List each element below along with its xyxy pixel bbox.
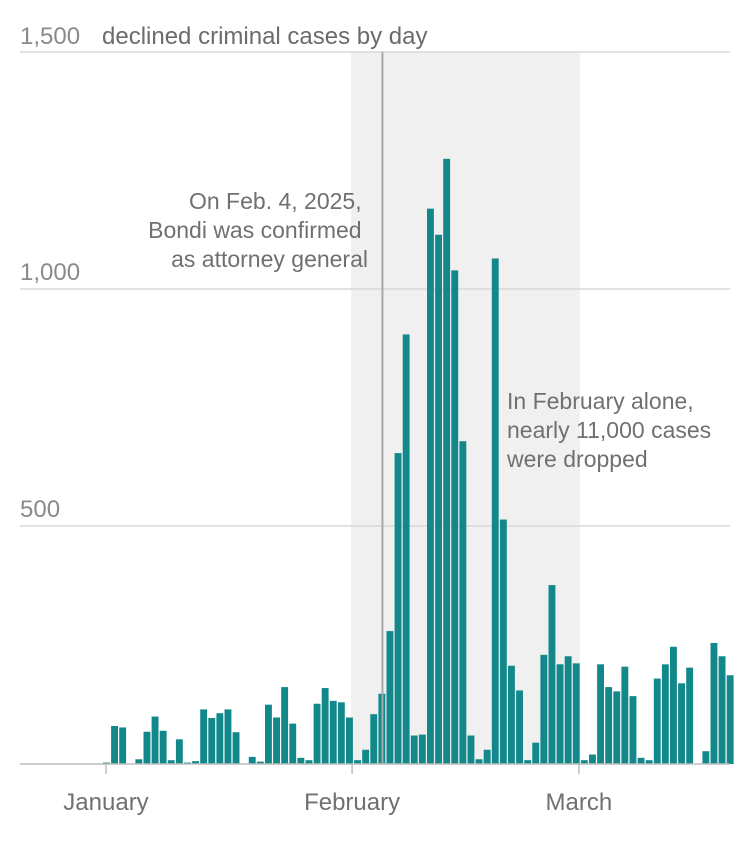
bar-day-56 xyxy=(548,585,556,764)
bar-day-12 xyxy=(192,761,199,764)
bar-day-6 xyxy=(143,731,151,764)
x-tick-label-march: March xyxy=(546,789,613,816)
bar-day-66 xyxy=(629,696,637,764)
bar-day-77 xyxy=(718,656,726,764)
y-axis-label: declined criminal cases by day xyxy=(102,23,428,50)
annotation-february-line-2: nearly 11,000 cases xyxy=(507,417,711,443)
bar-day-70 xyxy=(661,664,669,764)
bar-day-33 xyxy=(362,749,370,764)
annotation-confirmation-line-2: Bondi was confirmed xyxy=(148,217,362,243)
bar-day-43 xyxy=(443,158,451,765)
x-ticks-group: January February March xyxy=(63,764,612,816)
bar-day-23 xyxy=(281,687,289,764)
bar-day-8 xyxy=(159,730,167,764)
bar-day-64 xyxy=(613,691,621,764)
bar-day-57 xyxy=(556,664,564,764)
bar-day-3 xyxy=(119,727,127,764)
bar-day-53 xyxy=(524,760,532,764)
bar-day-20 xyxy=(256,761,264,764)
bar-day-13 xyxy=(200,709,208,764)
bar-day-5 xyxy=(135,759,143,764)
bar-day-36 xyxy=(386,631,394,764)
bar-day-17 xyxy=(232,732,240,764)
bar-day-39 xyxy=(410,735,418,764)
annotation-confirmation-line-3: as attorney general xyxy=(171,246,368,272)
bar-day-72 xyxy=(678,683,685,764)
bar-day-60 xyxy=(580,760,588,764)
bar-day-71 xyxy=(670,646,677,764)
bar-day-42 xyxy=(435,234,442,764)
bar-day-61 xyxy=(589,754,596,764)
bar-day-52 xyxy=(516,690,523,764)
bar-day-14 xyxy=(208,717,216,764)
bar-day-21 xyxy=(265,704,272,764)
bar-day-34 xyxy=(370,714,378,764)
bar-day-48 xyxy=(483,749,491,764)
bar-day-16 xyxy=(224,709,232,764)
bar-day-47 xyxy=(475,759,483,764)
annotation-confirmation-line-1: On Feb. 4, 2025, xyxy=(189,188,362,214)
bar-day-69 xyxy=(653,678,661,764)
bar-day-10 xyxy=(175,739,183,764)
bar-day-7 xyxy=(151,716,159,764)
bar-day-75 xyxy=(702,751,710,764)
bar-day-32 xyxy=(354,760,361,764)
bar-day-30 xyxy=(337,702,345,764)
x-tick-label-february: February xyxy=(304,789,400,816)
bar-day-55 xyxy=(540,654,548,764)
bar-day-41 xyxy=(427,208,434,764)
annotation-february-line-3: were dropped xyxy=(506,446,648,472)
bar-day-50 xyxy=(499,519,507,764)
bar-day-24 xyxy=(289,723,297,764)
bar-day-78 xyxy=(726,675,734,764)
bar-day-37 xyxy=(394,453,402,764)
bar-day-67 xyxy=(637,757,645,764)
bar-day-27 xyxy=(313,703,321,764)
bar-day-15 xyxy=(216,713,224,764)
bar-day-49 xyxy=(491,258,499,764)
bars-group xyxy=(103,158,734,765)
ytick-label-500: 500 xyxy=(20,496,60,523)
bar-day-29 xyxy=(329,700,337,764)
ytick-label-1000: 1,000 xyxy=(20,259,80,286)
bar-day-9 xyxy=(167,760,175,764)
bar-day-73 xyxy=(686,667,694,764)
bar-day-26 xyxy=(305,760,313,764)
bar-day-31 xyxy=(346,717,353,764)
bar-day-51 xyxy=(508,665,515,764)
annotation-february-total: In February alone, nearly 11,000 cases w… xyxy=(506,388,718,472)
bar-day-46 xyxy=(467,735,475,764)
bar-day-38 xyxy=(402,334,410,764)
bar-day-2 xyxy=(111,726,118,764)
annotation-confirmation: On Feb. 4, 2025, Bondi was confirmed as … xyxy=(148,188,368,272)
bar-day-19 xyxy=(248,756,256,764)
bar-day-68 xyxy=(645,760,653,764)
bar-day-28 xyxy=(321,688,329,764)
bar-day-22 xyxy=(273,717,280,764)
bar-day-63 xyxy=(605,687,613,764)
annotation-february-line-1: In February alone, xyxy=(507,388,694,414)
bar-day-44 xyxy=(451,270,459,764)
bar-day-45 xyxy=(459,441,467,764)
bar-day-25 xyxy=(297,757,305,764)
bar-day-59 xyxy=(572,663,580,764)
x-tick-label-january: January xyxy=(63,789,148,816)
bar-day-65 xyxy=(621,666,629,764)
bar-day-62 xyxy=(597,664,604,764)
bar-day-58 xyxy=(564,656,572,764)
ytick-label-1500: 1,500 xyxy=(20,23,80,50)
bar-day-54 xyxy=(532,742,540,764)
bar-day-40 xyxy=(418,734,426,764)
bar-day-76 xyxy=(710,642,718,764)
